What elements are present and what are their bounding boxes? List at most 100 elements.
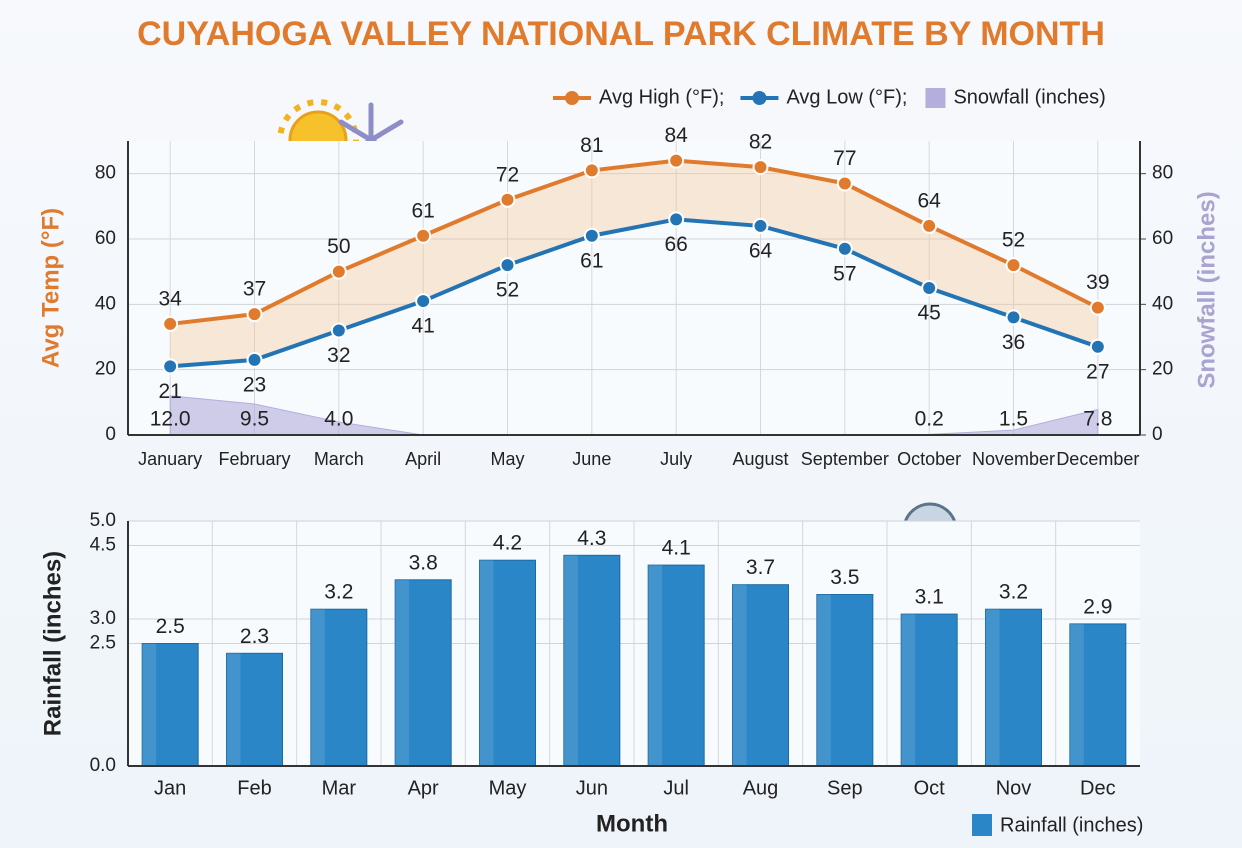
y-tick-label: 3.0 [90, 608, 116, 629]
point [1089, 299, 1106, 316]
chart-title: CUYAHOGA VALLEY NATIONAL PARK CLIMATE BY… [137, 15, 1105, 53]
plot-area [128, 141, 1140, 435]
snowfall-label: 4.0 [324, 408, 353, 431]
point [499, 191, 516, 208]
value-label: 52 [1002, 229, 1025, 252]
snowfall-label: 0.2 [915, 408, 944, 431]
snowfall-label: 12.0 [150, 408, 191, 431]
y2-tick-label: 80 [1152, 163, 1173, 184]
x-tick-label: Dec [1080, 777, 1116, 799]
point [921, 280, 938, 296]
point [583, 227, 600, 244]
x-tick-label: Mar [322, 777, 357, 799]
value-label: 3.8 [409, 551, 438, 574]
point [752, 159, 769, 176]
value-label: 72 [496, 163, 519, 186]
point [162, 315, 179, 332]
value-label: 66 [664, 233, 687, 256]
y-axis-title: Avg Temp (°F) [37, 208, 64, 368]
line [169, 158, 1099, 326]
x-tick-label: May [490, 449, 524, 469]
point [415, 293, 432, 310]
value-label: 36 [1002, 331, 1025, 354]
legend-label: Rainfall (inches) [1000, 814, 1143, 836]
snowfall-label: 7.8 [1083, 408, 1112, 431]
x-tick-label: Nov [996, 777, 1032, 799]
bar [816, 594, 874, 767]
y2-axis-title: Snowfall (inches) [1193, 191, 1220, 388]
y-tick-label: 4.5 [90, 535, 116, 556]
value-label: 39 [1086, 271, 1109, 294]
snowfall-label: 1.5 [999, 408, 1028, 431]
y-tick-label: 0 [105, 424, 116, 445]
y2-tick-label: 20 [1152, 359, 1173, 380]
snowfall-label: 9.5 [240, 408, 269, 431]
point [330, 322, 347, 339]
bar [900, 613, 958, 767]
legend-label: Avg High (°F); [599, 86, 724, 108]
x-tick-label: December [1056, 449, 1139, 469]
x-tick-label: October [897, 449, 961, 469]
value-label: 32 [327, 344, 350, 367]
bar-shine [816, 594, 831, 766]
legend-label: Snowfall (inches) [953, 86, 1105, 108]
x-tick-label: January [138, 449, 202, 469]
value-label: 3.2 [999, 581, 1028, 604]
y-tick-label: 80 [95, 163, 116, 184]
point [752, 217, 769, 234]
line [170, 217, 1099, 369]
x-tick-label: Jun [576, 777, 608, 799]
x-tick-label: Sep [827, 777, 863, 799]
bar-shine [563, 555, 578, 766]
point [162, 358, 179, 375]
value-label: 37 [243, 278, 266, 301]
bar [141, 643, 199, 767]
value-label: 45 [917, 302, 940, 325]
value-label: 34 [158, 287, 182, 310]
point [1005, 257, 1022, 274]
point [921, 217, 938, 234]
x-tick-label: Jul [663, 777, 689, 799]
bar-shine [310, 609, 325, 766]
value-label: 77 [833, 147, 856, 170]
value-label: 4.2 [493, 532, 522, 555]
value-label: 81 [580, 134, 603, 157]
bar [479, 559, 536, 767]
value-label: 50 [327, 235, 350, 258]
point [836, 240, 853, 257]
value-label: 2.3 [240, 625, 269, 648]
y-tick-label: 0.0 [90, 755, 116, 776]
x-tick-label: September [801, 449, 889, 469]
value-label: 82 [749, 131, 772, 154]
bar-shine [142, 643, 157, 766]
x-tick-label: Aug [743, 777, 779, 799]
point [668, 211, 685, 228]
x-tick-label: Jan [154, 777, 186, 799]
x-tick-label: March [314, 449, 364, 469]
bar-shine [1069, 623, 1084, 766]
value-label: 3.1 [915, 586, 944, 609]
y-tick-label: 40 [95, 293, 116, 314]
value-label: 2.9 [1083, 595, 1112, 618]
y2-tick-label: 40 [1152, 293, 1173, 314]
y-tick-label: 60 [95, 228, 116, 249]
bar-shine [479, 560, 494, 766]
value-label: 64 [917, 189, 941, 212]
value-label: 23 [243, 373, 266, 396]
value-label: 57 [833, 262, 856, 285]
x-tick-label: April [405, 449, 441, 469]
legend-swatch [925, 88, 946, 108]
bar-shine [395, 579, 410, 766]
value-label: 41 [411, 315, 434, 338]
point [415, 227, 432, 244]
x-tick-label: Apr [408, 777, 439, 799]
value-label: 21 [158, 380, 181, 403]
point [668, 152, 685, 169]
bar [310, 608, 368, 767]
y-tick-label: 2.5 [90, 633, 116, 654]
value-label: 3.7 [746, 556, 775, 579]
bar [647, 564, 705, 767]
legend-swatch [565, 91, 579, 105]
bar-shine [226, 653, 241, 766]
